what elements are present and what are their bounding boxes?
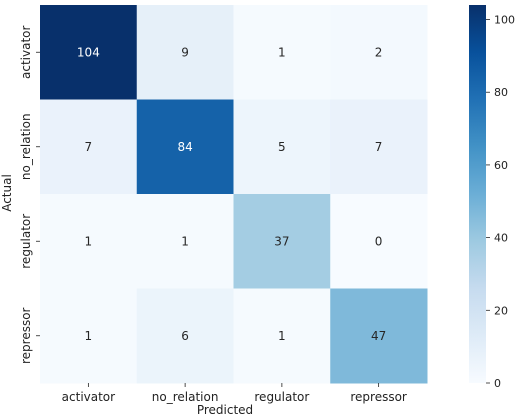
heatmap-cell-0-0 [40, 5, 138, 100]
heatmap-cell-1-3 [330, 99, 428, 195]
heatmap-cell-labels: 104 9 1 2 7 84 5 7 1 1 37 0 1 6 1 47 [77, 45, 386, 343]
colorbar-tick-label-80: 80 [494, 86, 508, 99]
colorbar-tick-label-100: 100 [494, 14, 515, 27]
x-tick-label-regulator: regulator [254, 390, 309, 404]
colorbar-tick-label-40: 40 [494, 232, 508, 245]
cell-value-label-2-2: 37 [274, 234, 289, 248]
heatmap-cell-3-2 [233, 288, 331, 384]
x-axis-label: Predicted [197, 403, 253, 417]
cell-value-label-0-2: 1 [278, 45, 286, 59]
heatmap-cell-1-2 [233, 99, 331, 195]
heatmap-cells [40, 5, 428, 384]
x-tick-label-repressor: repressor [350, 390, 407, 404]
x-tick-label-activator: activator [62, 390, 115, 404]
heatmap-cell-2-3 [330, 194, 428, 289]
heatmap-cell-0-1 [136, 5, 234, 100]
y-tick-label-no_relation: no_relation [19, 113, 33, 180]
cell-value-label-3-3: 47 [371, 329, 386, 343]
heatmap-cell-0-3 [330, 5, 428, 100]
heatmap-cell-3-3 [330, 288, 428, 384]
cell-value-label-2-0: 1 [85, 234, 93, 248]
cell-value-label-2-3: 0 [375, 234, 383, 248]
y-tick-label-activator: activator [19, 25, 33, 78]
colorbar-tick-label-20: 20 [494, 304, 508, 317]
x-tick-label-no_relation: no_relation [152, 390, 219, 404]
heatmap-cell-2-2 [233, 194, 331, 289]
cell-value-label-0-0: 104 [77, 45, 100, 59]
heatmap-cell-0-2 [233, 5, 331, 100]
colorbar-ticks: 0 20 40 60 80 100 [486, 14, 515, 390]
heatmap-cell-3-0 [40, 288, 138, 384]
cell-value-label-0-1: 9 [181, 45, 189, 59]
cell-value-label-1-0: 7 [85, 140, 93, 154]
cell-value-label-1-2: 5 [278, 140, 286, 154]
colorbar-tick-label-60: 60 [494, 159, 508, 172]
cell-value-label-3-2: 1 [278, 329, 286, 343]
colorbar-tick-label-0: 0 [494, 377, 501, 390]
y-axis-label: Actual [0, 174, 14, 212]
heatmap-cell-3-1 [136, 288, 234, 384]
y-axis-ticks: activator no_relation regulator repressor [19, 25, 40, 364]
cell-value-label-3-1: 6 [181, 329, 189, 343]
heatmap-cell-2-0 [40, 194, 138, 289]
cell-value-label-3-0: 1 [85, 329, 93, 343]
colorbar [469, 5, 486, 383]
cell-value-label-2-1: 1 [181, 234, 189, 248]
cell-value-label-0-3: 2 [375, 45, 383, 59]
y-tick-label-regulator: regulator [19, 214, 33, 269]
heatmap-cell-2-1 [136, 194, 234, 289]
y-tick-label-repressor: repressor [19, 307, 33, 364]
x-axis-ticks: activator no_relation regulator repressor [62, 383, 407, 404]
heatmap-cell-1-0 [40, 99, 138, 195]
cell-value-label-1-3: 7 [375, 140, 383, 154]
heatmap-cell-1-1 [136, 99, 234, 195]
cell-value-label-1-1: 84 [177, 140, 192, 154]
